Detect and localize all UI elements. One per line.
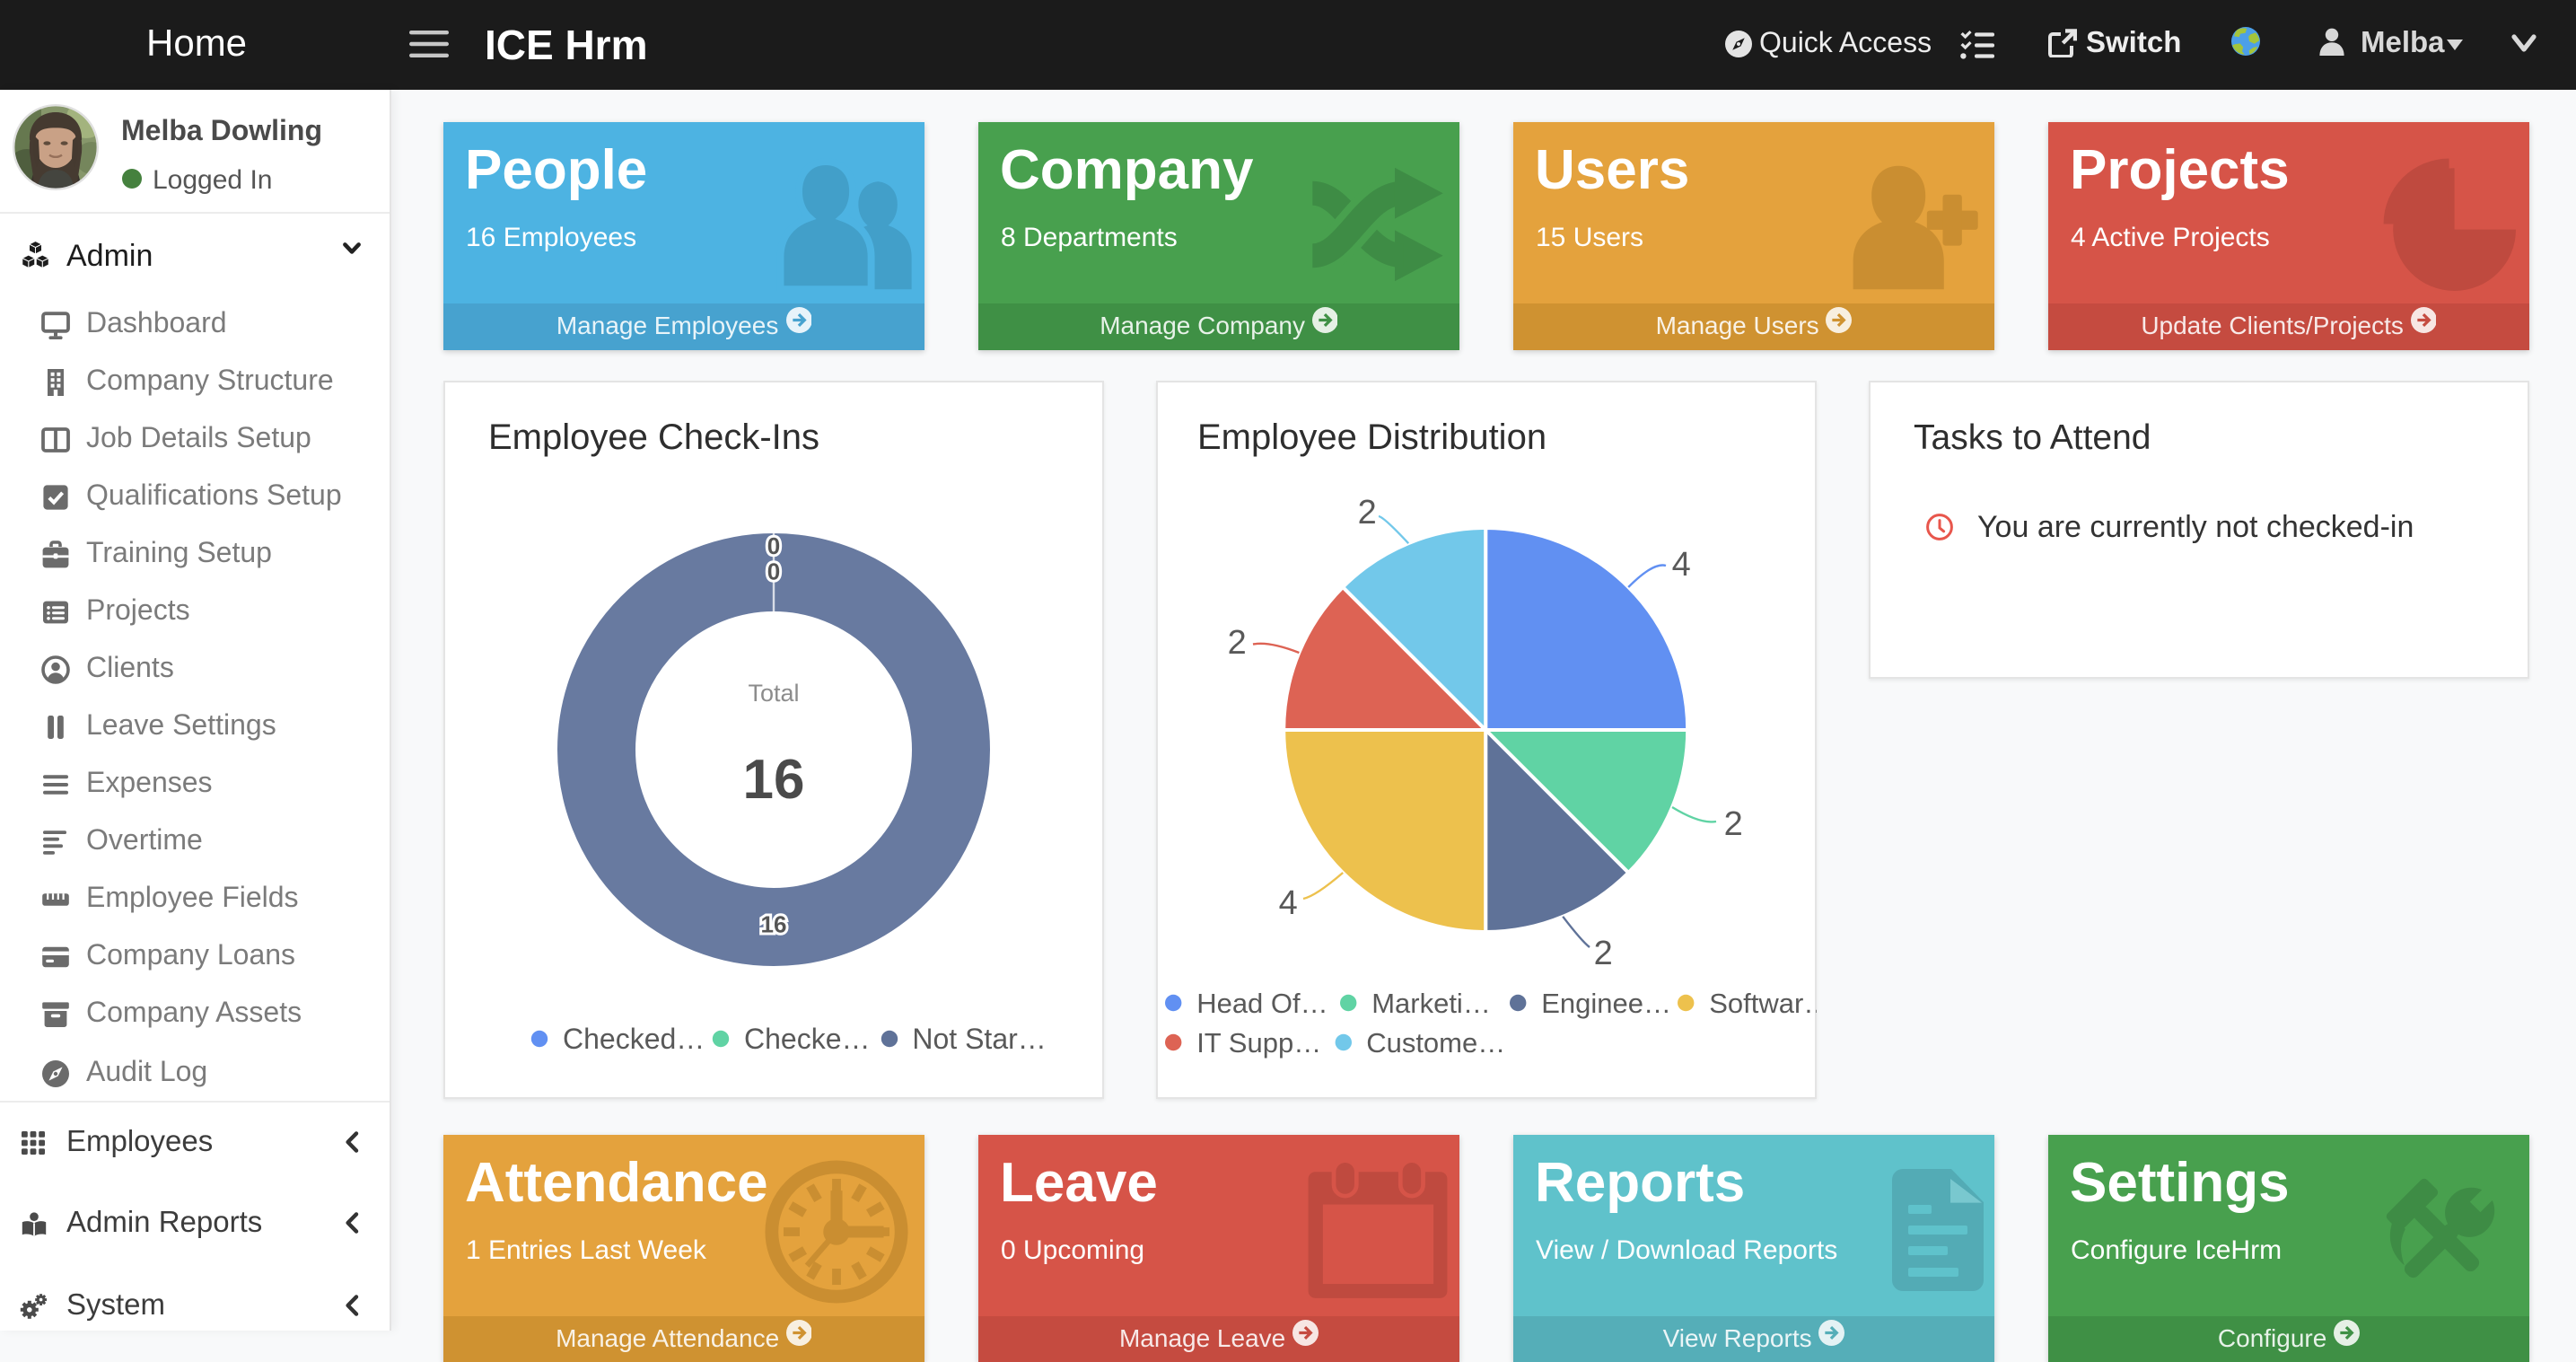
svg-text:Enginee…: Enginee…	[1541, 987, 1671, 1018]
svg-text:2: 2	[1358, 493, 1377, 531]
svg-text:16: 16	[743, 748, 805, 810]
svg-text:4: 4	[1672, 545, 1691, 583]
svg-text:Checke…: Checke…	[744, 1022, 871, 1054]
svg-text:Custome…: Custome…	[1366, 1026, 1505, 1058]
svg-text:2: 2	[1228, 623, 1247, 661]
svg-text:0: 0	[767, 558, 780, 584]
svg-text:2: 2	[1724, 804, 1743, 842]
svg-text:4: 4	[1279, 883, 1298, 921]
svg-text:16: 16	[761, 909, 787, 936]
svg-text:IT Supp…: IT Supp…	[1196, 1026, 1321, 1058]
svg-text:Marketi…: Marketi…	[1371, 987, 1491, 1018]
svg-text:Not Star…: Not Star…	[912, 1022, 1046, 1054]
svg-text:2: 2	[1594, 934, 1613, 971]
svg-text:0: 0	[767, 532, 780, 558]
svg-text:Checked…: Checked…	[563, 1022, 705, 1054]
svg-text:Total: Total	[748, 679, 799, 706]
svg-text:Softwar…: Softwar…	[1709, 987, 1817, 1018]
svg-text:Head Of…: Head Of…	[1196, 987, 1327, 1018]
